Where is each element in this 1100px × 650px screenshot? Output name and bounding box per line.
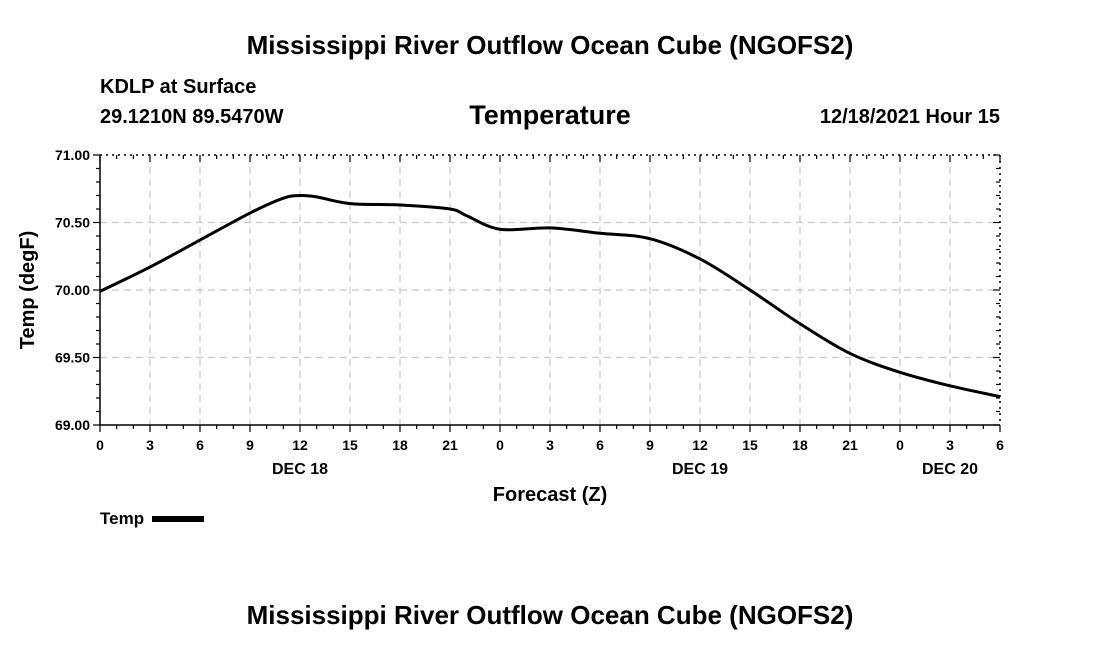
x-tick-label: 6 <box>996 437 1004 453</box>
series-layer <box>99 193 1001 399</box>
series-line-temp <box>99 193 1001 399</box>
x-tick-label: 9 <box>246 437 254 453</box>
x-tick-label: 0 <box>496 437 504 453</box>
x-tick-label: 6 <box>596 437 604 453</box>
footer-title: Mississippi River Outflow Ocean Cube (NG… <box>246 600 854 630</box>
grid-lines <box>100 155 1000 425</box>
y-tick-label: 69.50 <box>55 350 90 366</box>
x-tick-label: 21 <box>442 437 458 453</box>
x-tick-label: 18 <box>792 437 808 453</box>
x-tick-label: 9 <box>646 437 654 453</box>
legend-label-temp: Temp <box>100 509 145 528</box>
y-tick-label: 70.50 <box>55 215 90 231</box>
y-tick-label: 71.00 <box>55 147 90 163</box>
x-axis-title: Forecast (Z) <box>493 484 607 506</box>
x-tick-label: 15 <box>342 437 358 453</box>
y-tick-label: 69.00 <box>55 417 90 433</box>
y-axis-title: Temp (degF) <box>17 231 39 350</box>
axes <box>93 154 1001 432</box>
day-label: DEC 19 <box>672 461 728 478</box>
x-tick-label: 3 <box>146 437 154 453</box>
x-tick-label: 15 <box>742 437 758 453</box>
legend-swatch-temp <box>152 516 205 522</box>
chart-title: Temperature <box>469 100 631 130</box>
x-tick-label: 0 <box>96 437 104 453</box>
page-title: Mississippi River Outflow Ocean Cube (NG… <box>246 30 854 60</box>
x-tick-label: 0 <box>896 437 904 453</box>
forecast-timestamp: 12/18/2021 Hour 15 <box>819 106 1000 128</box>
day-label: DEC 18 <box>272 461 328 478</box>
x-tick-label: 3 <box>546 437 554 453</box>
y-tick-label: 70.00 <box>55 282 90 298</box>
x-tick-label: 12 <box>692 437 708 453</box>
x-tick-label: 3 <box>946 437 954 453</box>
legend: Temp <box>100 509 205 529</box>
x-tick-label: 18 <box>392 437 408 453</box>
station-coordinates: 29.1210N 89.5470W <box>100 106 284 128</box>
day-label: DEC 20 <box>922 461 978 478</box>
x-tick-label: 12 <box>292 437 308 453</box>
axis-labels: 0 3 6 9 12 15 18 21 0 3 6 9 12 15 18 21 0 3 6 69.00 69.50 70.… <box>17 147 1004 506</box>
x-tick-label: 21 <box>842 437 858 453</box>
station-label: KDLP at Surface <box>100 76 257 98</box>
x-tick-label: 6 <box>196 437 204 453</box>
